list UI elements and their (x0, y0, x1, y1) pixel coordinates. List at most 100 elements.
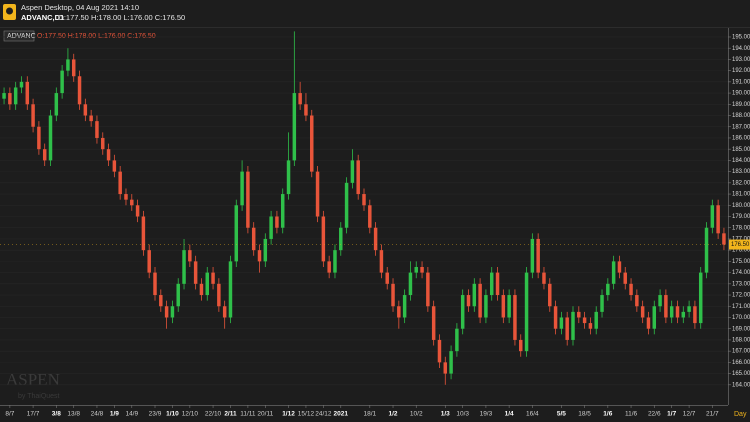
candle-body (344, 182, 349, 228)
candle-body (577, 311, 581, 318)
candle-body (606, 283, 610, 296)
y-tick-label: 169.00 (732, 326, 750, 332)
y-tick-label: 189.00 (732, 102, 750, 108)
y-tick-label: 172.00 (732, 293, 750, 299)
candle-body (25, 81, 30, 105)
candle-body (513, 295, 517, 340)
candle-body (251, 227, 256, 251)
candle-body (106, 149, 111, 161)
candle-body (159, 295, 163, 307)
y-tick-label: 165.00 (732, 371, 750, 377)
y-tick-label: 166.00 (732, 360, 750, 366)
candle-body (42, 149, 47, 161)
y-tick-label: 194.00 (732, 46, 750, 52)
candle-body (466, 295, 471, 307)
candle-body (211, 272, 215, 284)
candle-body (536, 238, 540, 273)
y-tick-label: 183.00 (732, 169, 750, 175)
candle-body (484, 295, 488, 318)
candle-body (472, 283, 477, 307)
candle-body (681, 311, 686, 318)
y-tick-label: 188.00 (732, 113, 750, 119)
candle-body (588, 323, 593, 329)
watermark-sub: by ThaiQuest (18, 393, 60, 400)
candle-body (8, 93, 12, 105)
candle-body (594, 311, 598, 329)
candle-body (710, 205, 715, 228)
x-tick-label: 23/9 (149, 411, 162, 418)
candle-body (275, 216, 279, 228)
x-tick-label: 1/7 (667, 411, 676, 418)
y-tick-label: 190.00 (732, 91, 750, 97)
x-tick-label: 22/10 (205, 411, 222, 418)
x-tick-label: 14/9 (125, 411, 138, 418)
candle-body (600, 295, 604, 312)
header-ohlc: O:177.50 H:178.00 L:176.00 C:176.50 (58, 13, 185, 22)
candle-body (565, 317, 569, 340)
candle-body (489, 272, 494, 296)
x-tick-label: 1/2 (389, 411, 398, 418)
app-title: Aspen Desktop, 04 Aug 2021 14:10 (21, 3, 139, 12)
x-tick-label: 21/7 (706, 411, 719, 418)
y-tick-label: 168.00 (732, 338, 750, 344)
candle-body (95, 121, 99, 138)
candle-body (443, 362, 448, 374)
candle-body (280, 194, 285, 228)
y-tick-label: 174.00 (732, 270, 750, 276)
y-tick-label: 176.00 (732, 248, 750, 254)
candle-body (101, 137, 105, 150)
y-tick-label: 195.00 (732, 35, 750, 41)
x-tick-label: 18/5 (578, 411, 591, 418)
symbol-box (3, 30, 35, 42)
candle-body (722, 233, 726, 245)
candle-body (379, 250, 384, 273)
candle-body (19, 81, 24, 88)
x-tick-label: 12/10 (182, 411, 199, 418)
x-tick-label: 22/6 (648, 411, 661, 418)
candle-body (31, 104, 35, 127)
candle-body (222, 306, 227, 318)
candle-body (112, 160, 117, 172)
candle-body (182, 250, 186, 284)
candle-body (519, 339, 523, 352)
y-tick-label: 193.00 (732, 57, 750, 63)
y-tick-label: 167.00 (732, 349, 750, 355)
x-tick-label: 20/11 (257, 411, 273, 418)
candle-body (704, 227, 709, 273)
candle-body (240, 171, 244, 206)
candle-body (141, 216, 146, 251)
candle-body (333, 250, 337, 273)
candle-body (199, 283, 204, 296)
candle-body (698, 272, 703, 324)
candle-body (71, 59, 76, 77)
x-tick-label: 11/11 (240, 411, 256, 418)
candle-body (286, 160, 291, 195)
candle-body (687, 306, 691, 312)
candle-body (37, 126, 41, 150)
candle-body (640, 306, 645, 318)
candle-body (617, 261, 622, 273)
x-tick-label: 13/8 (67, 411, 80, 418)
candle-body (495, 272, 500, 296)
y-tick-label: 191.00 (732, 79, 750, 85)
candle-body (147, 250, 151, 273)
candle-body (269, 216, 273, 239)
candle-body (501, 295, 506, 318)
y-tick-label: 175.00 (732, 259, 750, 265)
candle-body (170, 306, 175, 318)
candle-body (124, 194, 128, 200)
candle-body (385, 272, 389, 284)
x-tick-label: 1/9 (110, 411, 119, 418)
x-tick-label: 1/4 (505, 411, 514, 418)
candle-body (188, 250, 192, 262)
candle-body (48, 115, 53, 161)
x-tick-label: 3/8 (52, 411, 61, 418)
candle-body (292, 93, 297, 161)
candle-body (246, 171, 250, 228)
y-tick-label: 192.00 (732, 68, 750, 74)
candle-body (315, 171, 320, 217)
candle-body (571, 311, 575, 340)
candle-body (455, 328, 459, 352)
candle-body (449, 351, 453, 374)
